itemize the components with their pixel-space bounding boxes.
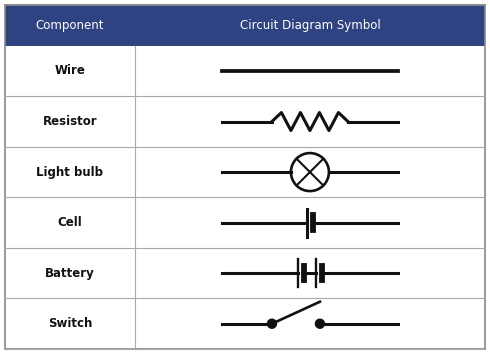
Text: Circuit Diagram Symbol: Circuit Diagram Symbol <box>240 19 380 32</box>
Circle shape <box>316 319 324 328</box>
Text: Switch: Switch <box>48 317 92 330</box>
Text: Battery: Battery <box>45 267 95 280</box>
Text: Light bulb: Light bulb <box>36 166 103 178</box>
Text: Component: Component <box>36 19 104 32</box>
Circle shape <box>268 319 276 328</box>
Text: Resistor: Resistor <box>43 115 97 128</box>
Text: Wire: Wire <box>54 64 85 78</box>
Text: Cell: Cell <box>57 216 82 229</box>
Bar <box>5 5 485 46</box>
